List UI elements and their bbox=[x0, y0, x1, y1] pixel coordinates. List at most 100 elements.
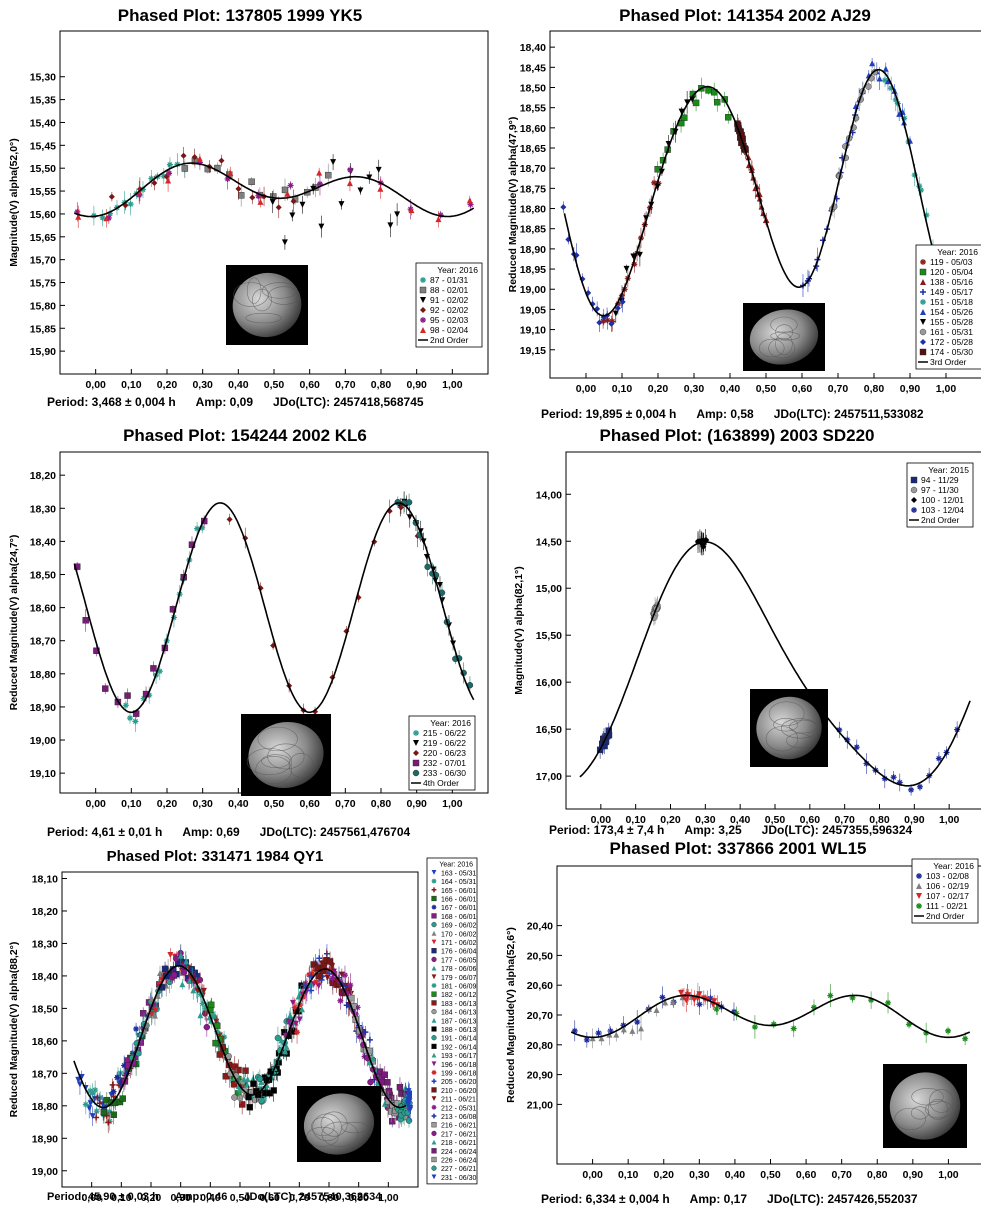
asteroid-texture bbox=[925, 1100, 954, 1119]
data-point bbox=[714, 98, 721, 106]
data-point bbox=[420, 327, 426, 333]
data-point bbox=[347, 166, 354, 173]
y-tick-label: 18,40 bbox=[32, 971, 58, 983]
data-point bbox=[75, 213, 82, 220]
data-point bbox=[916, 783, 923, 790]
data-point bbox=[357, 187, 364, 194]
legend-entry: 191 - 06/14 bbox=[441, 1036, 477, 1043]
legend-entry: 172 - 05/28 bbox=[930, 337, 973, 347]
legend-entry: 213 - 06/08 bbox=[441, 1114, 477, 1121]
data-point bbox=[197, 1012, 204, 1019]
data-point bbox=[338, 201, 345, 208]
data-point bbox=[598, 1035, 605, 1042]
legend-entry: 165 - 06/01 bbox=[441, 888, 477, 895]
legend-entry: 100 - 12/01 bbox=[921, 495, 964, 505]
fit-curve bbox=[570, 994, 971, 1039]
x-tick-label: 0,30 bbox=[170, 1192, 191, 1204]
data-point bbox=[923, 1029, 930, 1036]
legend-entry: 120 - 05/04 bbox=[930, 267, 973, 277]
data-point bbox=[431, 974, 437, 980]
asteroid-texture bbox=[894, 1107, 927, 1131]
data-point bbox=[94, 1094, 101, 1101]
data-point bbox=[256, 1075, 264, 1082]
data-point bbox=[670, 998, 677, 1005]
y-tick-label: 18,70 bbox=[520, 163, 546, 175]
data-point bbox=[235, 185, 242, 192]
data-point bbox=[82, 1101, 89, 1108]
x-tick-label: 0,20 bbox=[660, 814, 681, 826]
x-tick-label: 0,80 bbox=[869, 814, 890, 826]
data-point bbox=[150, 665, 157, 672]
legend-entry: 169 - 06/02 bbox=[441, 923, 477, 930]
legend-title: Year: 2016 bbox=[933, 861, 974, 871]
y-tick-label: 15,85 bbox=[30, 323, 56, 335]
legend-entry: 138 - 05/16 bbox=[930, 277, 973, 287]
data-point bbox=[299, 1006, 306, 1013]
data-point bbox=[600, 318, 607, 325]
x-tick-label: 0,10 bbox=[625, 814, 646, 826]
data-point bbox=[200, 987, 207, 994]
data-point bbox=[935, 755, 942, 762]
x-tick-label: 0,60 bbox=[299, 798, 320, 810]
data-point bbox=[431, 1043, 437, 1050]
y-tick-label: 16,00 bbox=[536, 677, 562, 689]
data-point bbox=[945, 1027, 952, 1034]
data-point bbox=[892, 96, 899, 103]
x-tick-label: 0,00 bbox=[85, 798, 106, 810]
data-point bbox=[844, 736, 851, 743]
asteroid-texture bbox=[775, 332, 793, 355]
chart-title: Phased Plot: (163899) 2003 SD220 bbox=[600, 426, 875, 445]
y-tick-label: 15,55 bbox=[30, 186, 56, 198]
data-point bbox=[140, 695, 147, 702]
legend-entry: 188 - 06/13 bbox=[441, 1027, 477, 1034]
legend-title: Year: 2016 bbox=[937, 247, 978, 257]
data-point bbox=[165, 177, 172, 184]
legend-entry: 176 - 06/04 bbox=[441, 949, 477, 956]
data-point bbox=[431, 1017, 437, 1023]
data-point bbox=[420, 317, 426, 323]
y-tick-label: 18,30 bbox=[30, 503, 56, 515]
data-point bbox=[299, 201, 306, 208]
data-point bbox=[93, 1108, 100, 1115]
x-tick-label: 0,90 bbox=[406, 379, 427, 391]
legend-entry: 227 - 06/21 bbox=[441, 1166, 477, 1173]
legend-entry: 91 - 02/02 bbox=[430, 295, 469, 305]
data-point bbox=[170, 971, 178, 979]
legend-entry: 217 - 06/21 bbox=[441, 1131, 477, 1138]
data-point bbox=[258, 1097, 265, 1104]
y-tick-label: 15,80 bbox=[30, 300, 56, 312]
y-tick-label: 18,90 bbox=[30, 702, 56, 714]
data-point bbox=[595, 1030, 602, 1037]
legend-title: Year: 2016 bbox=[439, 862, 473, 869]
data-point bbox=[109, 1081, 116, 1088]
asteroid-shape bbox=[749, 309, 819, 365]
x-tick-label: 0,20 bbox=[648, 383, 669, 395]
asteroid-texture bbox=[245, 312, 282, 324]
data-point bbox=[344, 990, 351, 997]
data-point bbox=[923, 212, 930, 219]
data-point bbox=[281, 186, 289, 194]
legend-fit-label: 4th Order bbox=[423, 778, 459, 788]
x-tick-label: 0,30 bbox=[689, 1169, 710, 1181]
data-point bbox=[631, 261, 638, 268]
x-tick-label: 0,50 bbox=[760, 1169, 781, 1181]
data-point bbox=[678, 108, 685, 115]
chart-panel-4: Phased Plot: (163899) 2003 SD220 14,00 14,… bbox=[513, 426, 981, 837]
data-point bbox=[105, 214, 112, 221]
data-point bbox=[908, 786, 915, 793]
data-point bbox=[316, 169, 323, 176]
data-point bbox=[190, 987, 197, 994]
data-point bbox=[609, 318, 616, 325]
data-point bbox=[435, 216, 442, 223]
data-point bbox=[347, 982, 354, 989]
data-point bbox=[596, 319, 603, 326]
y-tick-label: 18,10 bbox=[32, 873, 58, 885]
data-point bbox=[413, 750, 419, 756]
data-point bbox=[790, 1025, 797, 1032]
legend-entry: 87 - 01/31 bbox=[430, 275, 469, 285]
y-tick-label: 20,50 bbox=[527, 950, 553, 962]
asteroid-model-image bbox=[241, 714, 331, 796]
data-point bbox=[180, 969, 188, 976]
